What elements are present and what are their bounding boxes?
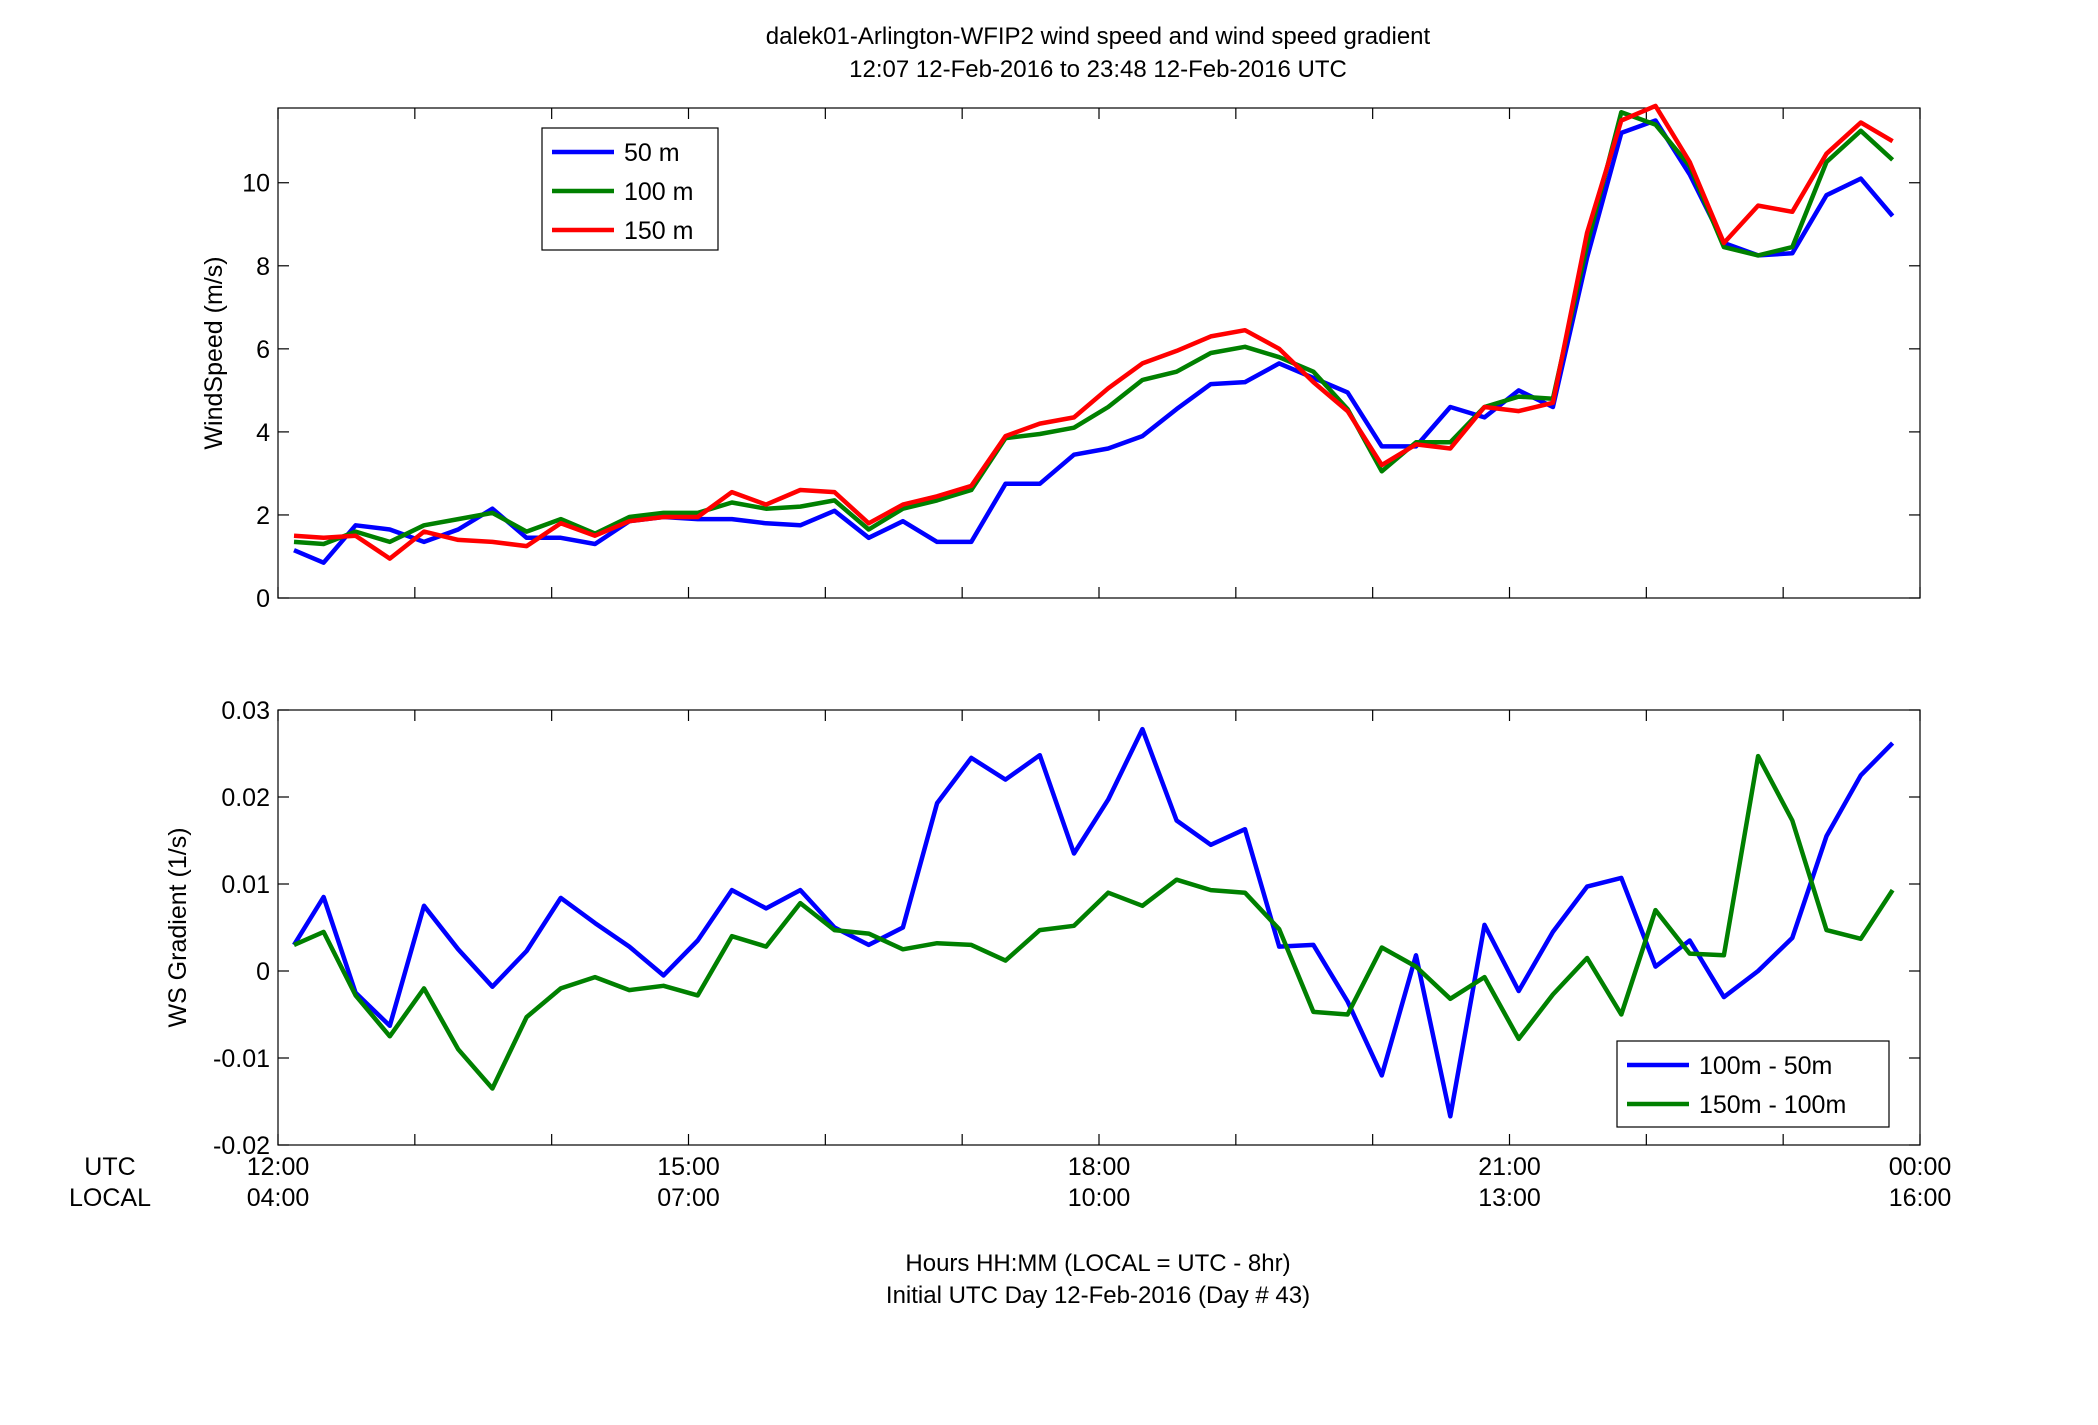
y-tick-label: -0.01 [213,1045,270,1073]
y-tick-label: 8 [256,253,270,281]
legend-entry: 150m - 100m [1699,1091,1846,1119]
utc-tick-label: 21:00 [1478,1153,1541,1181]
local-tick-label: 16:00 [1889,1184,1952,1212]
chart-title-line1: dalek01-Arlington-WFIP2 wind speed and w… [766,23,1431,50]
series-line [293,103,1894,561]
legend: 100m - 50m 150m - 100m [1616,1040,1890,1128]
x-axis-label-line1: Hours HH:MM (LOCAL = UTC - 8hr) [905,1250,1290,1277]
plot-frame [277,107,1921,599]
legend-entry: 100 m [624,178,693,206]
y-tick-label: 0.03 [221,697,270,725]
local-row-label: LOCAL [69,1184,151,1212]
utc-tick-label: 18:00 [1068,1153,1131,1181]
local-tick-label: 07:00 [657,1184,720,1212]
legend-entry: 50 m [624,139,680,167]
time-axis-labels: UTC LOCAL 12:00 04:00 15:00 07:00 18:00 10:00… [69,1153,1951,1212]
windspeed-panel: 0 2 4 6 8 10 WindSpeed (m/s) 50 m 100 m 150 m [200,103,1921,613]
chart-title-line2: 12:07 12-Feb-2016 to 23:48 12-Feb-2016 U… [849,56,1347,83]
utc-tick-label: 00:00 [1889,1153,1952,1181]
utc-tick-label: 12:00 [247,1153,310,1181]
local-tick-label: 13:00 [1478,1184,1541,1212]
x-axis-label-line2: Initial UTC Day 12-Feb-2016 (Day # 43) [886,1282,1310,1309]
legend: 50 m 100 m 150 m [541,127,719,251]
gradient-panel: -0.02 -0.01 0 0.01 0.02 0.03 WS Gradient (1/s)… [164,697,1921,1160]
y-tick-label: 6 [256,336,270,364]
y-tick-label: 0.02 [221,784,270,812]
utc-tick-label: 15:00 [657,1153,720,1181]
y-tick-label: 10 [242,170,270,198]
y-tick-label: 4 [256,419,270,447]
legend-entry: 150 m [624,217,693,245]
y-tick-label: 2 [256,502,270,530]
y-tick-label: 0.01 [221,871,270,899]
legend-entry: 100m - 50m [1699,1052,1832,1080]
y-tick-label: -0.02 [213,1132,270,1160]
series-line [293,109,1895,547]
local-tick-label: 04:00 [247,1184,310,1212]
y-axis-label: WindSpeed (m/s) [200,256,228,449]
legend-box [1616,1040,1890,1128]
series-line [293,753,1895,1091]
series-line [292,726,1895,1119]
series-line [293,118,1895,565]
local-tick-label: 10:00 [1068,1184,1131,1212]
y-axis-label: WS Gradient (1/s) [164,827,192,1027]
y-tick-label: 0 [256,585,270,613]
y-tick-label: 0 [256,958,270,986]
utc-row-label: UTC [84,1153,135,1181]
